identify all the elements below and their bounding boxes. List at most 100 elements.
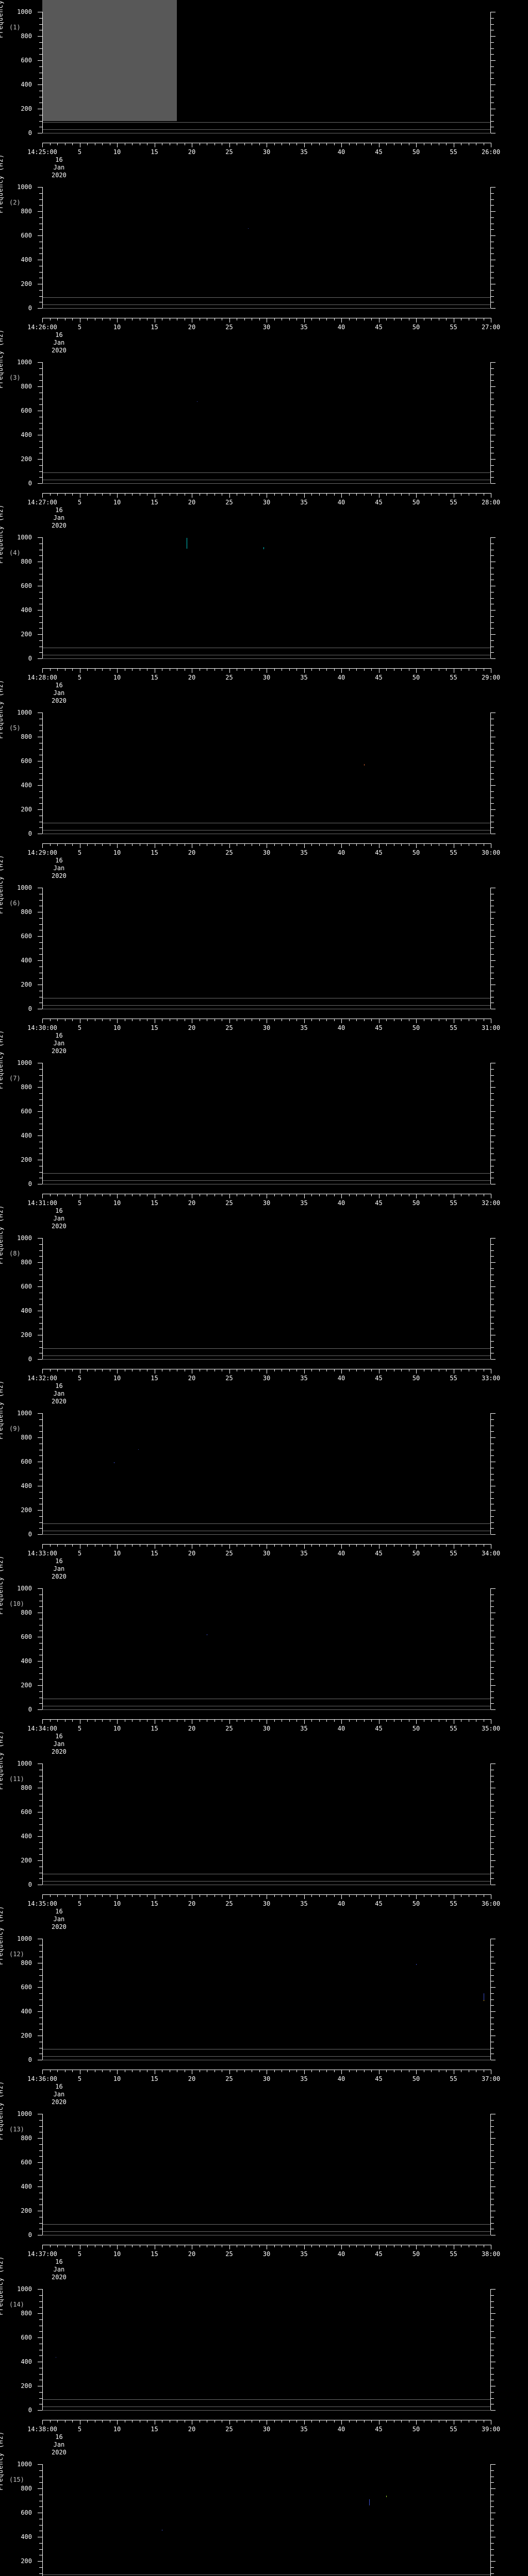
x-tick: [311, 143, 312, 145]
y-tick: [39, 193, 42, 194]
y-tick: [491, 803, 494, 804]
x-tick-label: 14:36:00: [27, 2075, 57, 2082]
x-tick: [371, 2245, 372, 2247]
x-tick-label: 35: [300, 2075, 308, 2082]
y-tick: [491, 924, 494, 925]
x-tick: [364, 143, 365, 145]
x-tick: [296, 1194, 297, 1196]
x-tick: [244, 1194, 245, 1196]
y-tick-label: 0: [28, 830, 32, 837]
y-tick-label: 400: [21, 2008, 32, 2015]
y-tick: [38, 2561, 42, 2562]
x-tick-label: 20: [188, 1024, 196, 1031]
y-tick: [491, 1860, 496, 1861]
x-tick: [289, 1369, 290, 1371]
x-tick-label: 55: [450, 1199, 457, 1207]
y-tick: [491, 48, 494, 49]
x-tick: [371, 143, 372, 145]
x-tick-label: 40: [337, 1024, 345, 1031]
x-tick: [349, 1369, 350, 1371]
x-tick-label: 35: [300, 849, 308, 856]
y-tick: [39, 1679, 42, 1680]
y-tick: [491, 773, 494, 774]
y-tick: [491, 1129, 494, 1130]
y-tick: [39, 477, 42, 478]
y-tick-label: 200: [21, 2032, 32, 2039]
x-tick: [296, 1369, 297, 1371]
y-tick-label: 800: [21, 2310, 32, 2317]
x-tick: [378, 668, 380, 673]
x-tick-label: 45: [375, 1900, 383, 1907]
x-tick: [401, 668, 402, 671]
x-tick: [378, 143, 380, 147]
x-tick-label: 10: [113, 674, 121, 681]
y-tick: [39, 1341, 42, 1342]
x-tick-label: 55: [450, 674, 457, 681]
panel-index-label: (15): [9, 2476, 24, 2483]
x-tick: [311, 1194, 312, 1196]
x-tick: [229, 2245, 230, 2249]
y-tick: [491, 1679, 494, 1680]
y-tick: [38, 60, 42, 61]
x-tick: [296, 2420, 297, 2422]
y-tick: [491, 1498, 494, 1499]
x-tick: [334, 2420, 335, 2422]
x-tick: [289, 1894, 290, 1897]
x-tick-label: 35: [300, 1024, 308, 1031]
x-tick-label: 55: [450, 2075, 457, 2082]
x-tick: [319, 668, 320, 671]
x-tick: [371, 1019, 372, 1021]
y-tick-label: 800: [21, 2485, 32, 2492]
y-tick: [491, 2138, 496, 2139]
x-tick: [416, 1544, 417, 1549]
x-tick: [289, 1719, 290, 1722]
y-tick: [491, 942, 494, 943]
x-tick: [356, 1019, 357, 1021]
y-tick: [491, 235, 496, 236]
y-tick: [39, 1800, 42, 1801]
x-tick: [72, 1544, 73, 1547]
y-axis-label: Frequency (Hz): [0, 504, 4, 564]
y-tick-label: 200: [21, 455, 32, 463]
y-tick: [491, 1987, 496, 1988]
x-tick-label: 40: [337, 499, 345, 506]
y-tick-label: 0: [28, 1531, 32, 1538]
y-axis-label: Frequency (Hz): [0, 2431, 4, 2490]
y-tick-label: 800: [21, 1959, 32, 1967]
x-tick: [72, 1719, 73, 1722]
y-axis-right-spine: [490, 187, 491, 308]
y-tick-label: 0: [28, 1005, 32, 1012]
x-tick: [311, 2420, 312, 2422]
plot-area: [42, 187, 491, 308]
x-tick: [57, 1194, 58, 1196]
x-tick: [364, 1719, 365, 1722]
y-tick: [491, 2543, 494, 2544]
x-tick-label: 25: [225, 324, 233, 331]
x-tick: [72, 668, 73, 671]
x-tick: [431, 1194, 432, 1196]
x-tick: [259, 1719, 260, 1722]
y-tick: [39, 66, 42, 67]
x-tick-label: 25: [225, 1024, 233, 1031]
y-tick: [491, 229, 494, 230]
x-axis-date-label: 16 Jan 2020: [52, 682, 67, 704]
x-tick-label: 38:00: [481, 2250, 501, 2258]
y-axis-right-spine: [490, 2289, 491, 2410]
y-tick: [491, 1842, 494, 1843]
x-tick: [416, 1719, 417, 1724]
x-tick: [416, 318, 417, 323]
y-tick-label: 600: [21, 1984, 32, 1991]
detection-mark: [416, 1963, 417, 1965]
y-tick-label: 0: [28, 1355, 32, 1363]
x-tick: [42, 1544, 43, 1549]
x-tick-label: 14:30:00: [27, 1024, 57, 1031]
x-tick: [57, 668, 58, 671]
y-tick: [39, 791, 42, 792]
x-tick: [259, 1194, 260, 1196]
x-tick: [72, 2245, 73, 2247]
y-tick: [491, 1667, 494, 1668]
x-tick: [304, 143, 305, 147]
x-tick: [304, 2245, 305, 2249]
spectrogram-panel: 0 200 400 600 800 1000 Frequency (Hz) (9) 14:33:…: [0, 1380, 528, 1580]
x-axis-date-label: 16 Jan 2020: [52, 331, 67, 354]
